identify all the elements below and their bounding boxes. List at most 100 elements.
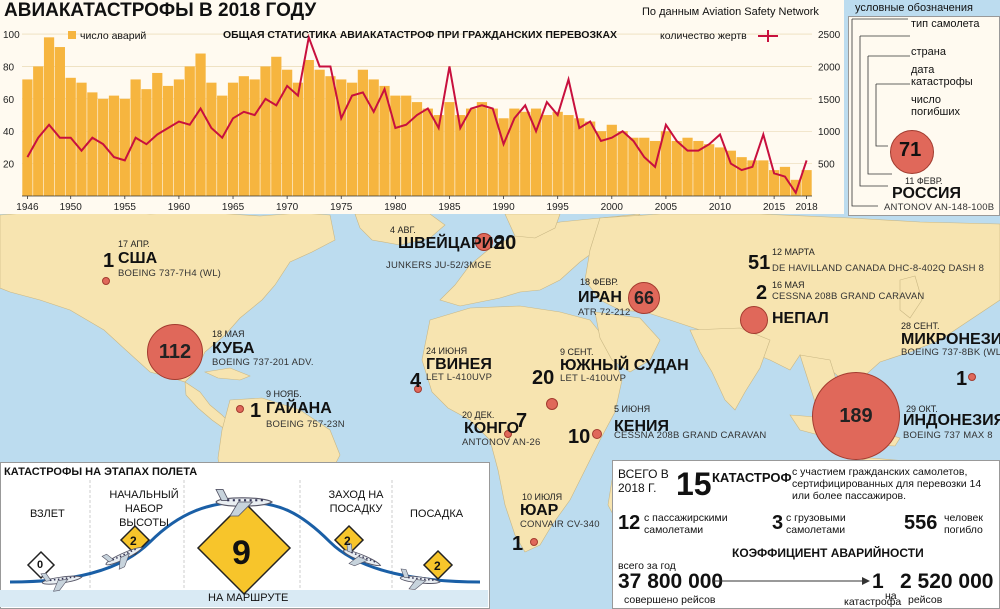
bar bbox=[195, 53, 206, 197]
bar bbox=[487, 108, 498, 196]
bar bbox=[314, 69, 325, 196]
summary-total: 15 bbox=[676, 466, 712, 502]
bar bbox=[595, 131, 607, 196]
crash-bubble-iran: 66 bbox=[628, 282, 660, 314]
crash-bubble-sar bbox=[530, 538, 538, 546]
bar bbox=[790, 179, 801, 196]
summary-one: 1 bbox=[872, 570, 884, 593]
crash-date: 16 МАЯ bbox=[772, 280, 805, 290]
bar bbox=[433, 115, 444, 196]
page-title: АВИАКАТАСТРОФЫ В 2018 ГОДУ bbox=[4, 0, 317, 21]
bar bbox=[563, 115, 574, 196]
bar bbox=[758, 160, 769, 196]
legend-example-aircraft: ANTONOV AN-148-100B bbox=[884, 202, 995, 213]
bar bbox=[671, 140, 682, 196]
bar bbox=[238, 76, 249, 196]
crash-country: ИНДОНЕЗИЯ bbox=[903, 412, 1000, 429]
legend-connectors bbox=[851, 18, 910, 207]
legend-line-label: количество жертв bbox=[660, 30, 747, 42]
phase-count-climb: 2 bbox=[130, 534, 137, 548]
bar bbox=[541, 115, 552, 196]
x-tick-label: 1985 bbox=[438, 202, 461, 213]
crash-aircraft: CONVAIR CV-340 bbox=[520, 519, 600, 530]
phase-label-climb: НАЧАЛЬНЫЙ НАБОР ВЫСОТЫ bbox=[109, 489, 179, 529]
legend-example-date: 11 ФЕВР. bbox=[905, 176, 943, 186]
phase-count-landing: 2 bbox=[434, 559, 441, 573]
chart-title: ОБЩАЯ СТАТИСТИКА АВИАКАТАСТРОФ ПРИ ГРАЖД… bbox=[223, 29, 617, 41]
bar bbox=[303, 60, 314, 196]
bar bbox=[292, 82, 304, 196]
plane-icon-climb bbox=[101, 547, 143, 570]
crash-bubble-south-sudan bbox=[546, 398, 558, 410]
phase-count-enroute: 9 bbox=[232, 534, 251, 572]
crash-aircraft: BOEING 737-8BK (WL) bbox=[901, 347, 1000, 358]
crash-bubble-guinea bbox=[414, 385, 422, 393]
x-tick-label: 2005 bbox=[655, 202, 678, 213]
bar bbox=[43, 37, 55, 197]
phase-diamond-enroute bbox=[196, 500, 292, 596]
crash-country: НЕПАЛ bbox=[772, 310, 829, 327]
summary-per: на bbox=[885, 590, 897, 602]
bar bbox=[649, 140, 661, 196]
phase-diamond-takeoff bbox=[26, 550, 56, 580]
x-tick-label: 1995 bbox=[547, 202, 570, 213]
x-tick-label: 1946 bbox=[16, 202, 39, 213]
x-tick-label: 2010 bbox=[709, 202, 732, 213]
crash-country: ИРАН bbox=[578, 289, 622, 306]
crash-country: МИКРОНЕЗИЯ bbox=[901, 331, 1000, 348]
crash-date: 9 СЕНТ. bbox=[560, 347, 594, 357]
phases-title: КАТАСТРОФЫ НА ЭТАПАХ ПОЛЕТА bbox=[4, 466, 198, 478]
x-tick-label: 2000 bbox=[601, 202, 624, 213]
bar bbox=[282, 69, 293, 196]
bar bbox=[325, 76, 336, 196]
summary-panel bbox=[612, 460, 1000, 609]
summary-coef-title: КОЭФФИЦИЕНТ АВАРИЙНОСТИ bbox=[732, 546, 924, 560]
bar bbox=[76, 82, 87, 196]
phase-count-approach: 2 bbox=[344, 534, 351, 548]
bar bbox=[336, 79, 347, 196]
data-source: По данным Aviation Safety Network bbox=[642, 6, 819, 18]
crash-date: 9 НОЯБ. bbox=[266, 389, 302, 399]
crash-date: 4 АВГ. bbox=[390, 225, 416, 235]
left-tick-label: 100 bbox=[3, 30, 20, 41]
bar bbox=[628, 137, 639, 196]
summary-total-desc: с участием гражданских самолетов, сертиф… bbox=[792, 466, 982, 502]
bar bbox=[249, 79, 260, 196]
crash-aircraft: LET L-410UVP bbox=[426, 372, 493, 383]
right-tick-label: 1000 bbox=[818, 127, 841, 138]
phase-ground bbox=[0, 590, 488, 607]
x-tick-label: 2018 bbox=[795, 202, 818, 213]
left-tick-label: 60 bbox=[3, 95, 15, 106]
bar bbox=[390, 95, 401, 196]
right-tick-label: 1500 bbox=[818, 95, 841, 106]
right-tick-label: 2500 bbox=[818, 30, 841, 41]
bar bbox=[585, 121, 596, 196]
summary-total-prefix: ВСЕГО В 2018 Г. bbox=[618, 467, 669, 495]
bar bbox=[22, 79, 33, 196]
crash-aircraft: DE HAVILLAND CANADA DHC-8-402Q DASH 8 bbox=[772, 263, 985, 274]
x-tick-label: 1975 bbox=[330, 202, 353, 213]
crash-aircraft: BOEING 757-23N bbox=[266, 419, 345, 430]
bar bbox=[574, 118, 585, 196]
legend-title: условные обозначения bbox=[855, 2, 973, 14]
bar bbox=[260, 66, 271, 196]
bar bbox=[444, 102, 455, 196]
crash-country: ГВИНЕЯ bbox=[426, 356, 492, 373]
legend-date: дата катастрофы bbox=[911, 64, 973, 88]
summary-cargo: 3 bbox=[772, 512, 784, 534]
crash-aircraft: JUNKERS JU-52/3MGE bbox=[386, 260, 492, 271]
crash-aircraft: BOEING 737-201 ADV. bbox=[212, 357, 314, 368]
plane-icon-approach bbox=[343, 541, 382, 567]
bar bbox=[271, 56, 282, 197]
crash-date: 24 ИЮНЯ bbox=[426, 346, 468, 356]
bar bbox=[455, 115, 466, 196]
crash-deaths: 1 bbox=[956, 368, 968, 390]
summary-cargo-label: с грузовыми самолетами bbox=[786, 512, 846, 536]
bar bbox=[520, 111, 531, 196]
crash-aircraft: CESSNA 208B GRAND CARAVAN bbox=[614, 430, 767, 441]
crash-date: 12 МАРТА bbox=[772, 247, 815, 257]
crash-country: КОНГО bbox=[464, 420, 520, 437]
phase-label-takeoff: ВЗЛЕТ bbox=[30, 508, 65, 520]
bar bbox=[476, 102, 488, 196]
crash-deaths: 1 bbox=[250, 400, 262, 422]
